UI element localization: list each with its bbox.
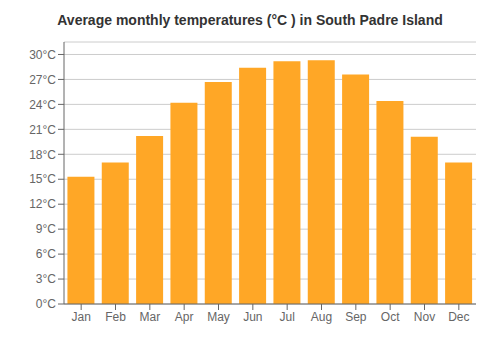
svg-text:May: May [207,310,230,324]
svg-text:Aug: Aug [311,310,332,324]
svg-text:Dec: Dec [448,310,469,324]
svg-text:Sep: Sep [345,310,367,324]
svg-text:Feb: Feb [105,310,126,324]
svg-text:24°C: 24°C [29,98,56,112]
svg-text:0°C: 0°C [36,297,56,311]
html-text:Average monthly temperatures (: Average monthly temperatures (°C ) in So… [57,12,443,28]
svg-text:Apr: Apr [175,310,194,324]
svg-text:15°C: 15°C [29,172,56,186]
svg-text:12°C: 12°C [29,197,56,211]
svg-text:27°C: 27°C [29,73,56,87]
svg-text:Jan: Jan [71,310,90,324]
svg-text:21°C: 21°C [29,123,56,137]
svg-text:Jul: Jul [279,310,294,324]
svg-text:Mar: Mar [139,310,160,324]
svg-text:9°C: 9°C [36,222,56,236]
svg-text:Jun: Jun [243,310,262,324]
svg-text:3°C: 3°C [36,272,56,286]
svg-text:6°C: 6°C [36,247,56,261]
svg-text:Nov: Nov [414,310,435,324]
svg-text:30°C: 30°C [29,48,56,62]
svg-text:Oct: Oct [381,310,400,324]
svg-text:18°C: 18°C [29,148,56,162]
